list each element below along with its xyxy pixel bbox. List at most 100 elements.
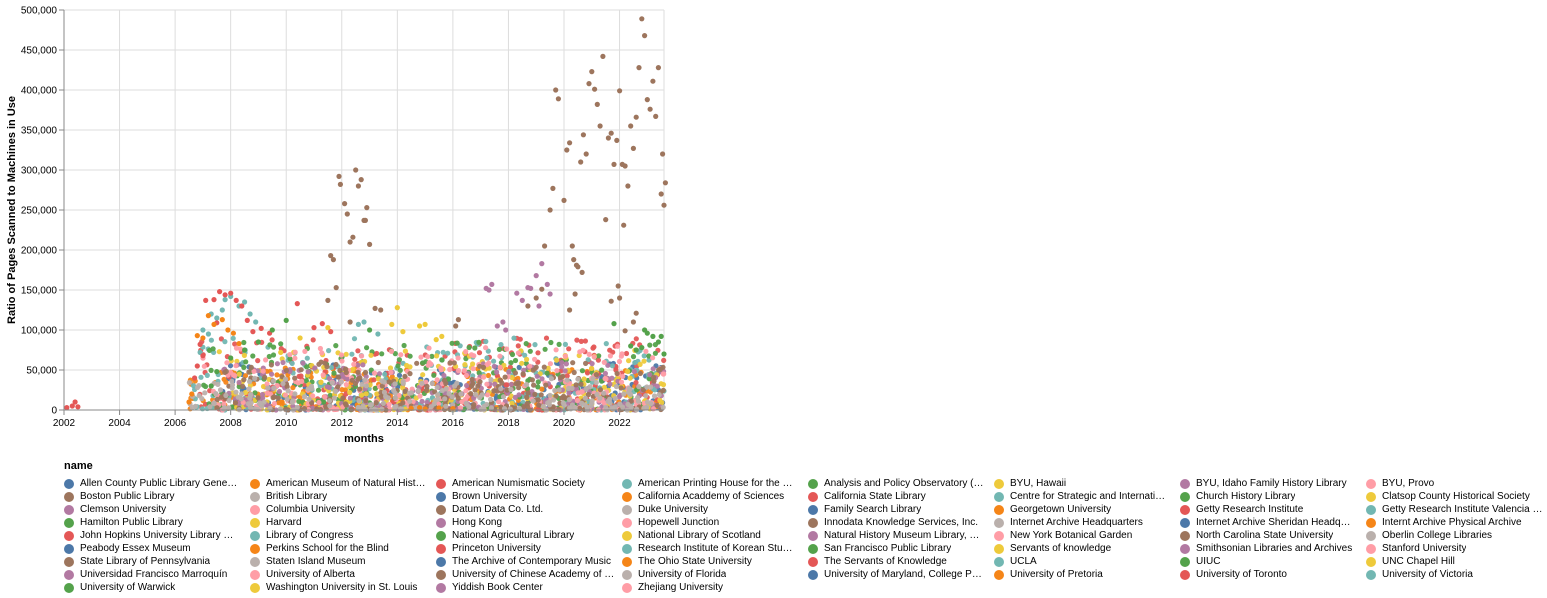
data-point [269, 371, 275, 377]
data-point [520, 371, 526, 377]
data-point [566, 385, 572, 391]
data-point [216, 349, 222, 355]
data-point [583, 151, 589, 157]
data-point [513, 381, 519, 387]
legend-item: Church History Library [1180, 490, 1366, 503]
data-point [469, 376, 475, 383]
data-point [255, 368, 261, 374]
data-point [655, 339, 662, 345]
data-point [422, 406, 428, 412]
data-point [241, 377, 247, 383]
data-point [463, 372, 469, 378]
data-point [468, 391, 474, 397]
data-point [242, 299, 248, 305]
data-point [636, 384, 642, 390]
data-point [541, 364, 547, 370]
legend-swatch [250, 556, 260, 567]
data-point [303, 378, 309, 384]
data-point [343, 382, 349, 388]
legend-label: BYU, Hawaii [1010, 478, 1067, 489]
data-point [197, 341, 203, 347]
legend-label: New York Botanical Garden [1010, 530, 1133, 541]
legend-label: Universidad Francisco Marroquín [80, 569, 228, 580]
legend-item: University of Chinese Academy of … [436, 568, 622, 581]
data-point [452, 383, 458, 389]
legend-item: Perkins School for the Blind [250, 542, 436, 555]
data-point [633, 380, 639, 386]
legend-label: Library of Congress [266, 530, 354, 541]
data-point [491, 358, 497, 364]
data-point [639, 16, 645, 22]
legend-label: Washington University in St. Louis [266, 582, 418, 593]
legend-label: American Numismatic Society [452, 478, 585, 489]
data-point [386, 401, 392, 407]
data-point [320, 372, 326, 378]
legend-label: Hamilton Public Library [80, 517, 183, 528]
data-point [236, 341, 242, 347]
data-point [516, 392, 522, 398]
legend-item: Hong Kong [436, 516, 622, 529]
legend-item: Natural History Museum Library, … [808, 529, 994, 542]
data-point [208, 337, 214, 343]
data-point [491, 363, 497, 369]
data-point [271, 385, 277, 391]
legend-label: Peabody Essex Museum [80, 543, 191, 554]
data-point [342, 201, 348, 207]
data-point [455, 395, 461, 401]
legend-label: University of Florida [638, 569, 727, 580]
data-point [600, 53, 606, 60]
data-point [547, 392, 553, 398]
legend-item: Brown University [436, 490, 622, 503]
data-point [581, 376, 587, 382]
data-point [644, 97, 650, 103]
data-point [553, 393, 559, 399]
data-point [617, 88, 623, 94]
y-tick-label: 450,000 [21, 46, 58, 57]
data-point [319, 321, 325, 327]
data-point [417, 405, 423, 411]
data-point [309, 400, 315, 406]
data-point [622, 328, 628, 334]
legend-label: The Ohio State University [638, 556, 752, 567]
data-point [539, 261, 545, 267]
legend-label: Datum Data Co. Ltd. [452, 504, 544, 515]
data-point [484, 392, 491, 398]
data-point [661, 202, 667, 208]
data-point [297, 335, 303, 341]
data-point [356, 398, 362, 404]
legend-label: California Acaddemy of Sciences [638, 491, 785, 502]
data-point [628, 343, 634, 349]
legend-swatch [64, 530, 74, 541]
data-point [484, 355, 490, 361]
data-point [497, 353, 503, 359]
data-point [621, 222, 627, 228]
data-point [333, 285, 339, 291]
data-point [507, 364, 513, 370]
data-point [547, 207, 553, 213]
data-point [563, 361, 570, 367]
data-point [200, 353, 206, 359]
data-point [564, 373, 570, 379]
legend-item: Library of Congress [250, 529, 436, 542]
legend-item: UIUC [1180, 555, 1366, 568]
data-point [269, 327, 275, 333]
data-point [633, 336, 639, 342]
data-point [572, 291, 578, 297]
data-point [625, 183, 631, 189]
data-point [355, 369, 361, 375]
data-point [609, 363, 616, 369]
data-point [292, 375, 298, 381]
data-point [371, 406, 377, 412]
data-point [633, 310, 639, 316]
data-point [512, 394, 518, 400]
data-point [189, 391, 195, 397]
data-point [496, 399, 502, 405]
legend-label: Clemson University [80, 504, 167, 515]
data-point [265, 385, 271, 391]
data-point [597, 387, 604, 393]
data-point [567, 405, 573, 411]
data-point [217, 387, 224, 393]
data-point [342, 387, 348, 393]
data-point [379, 394, 385, 400]
data-point [434, 353, 440, 359]
